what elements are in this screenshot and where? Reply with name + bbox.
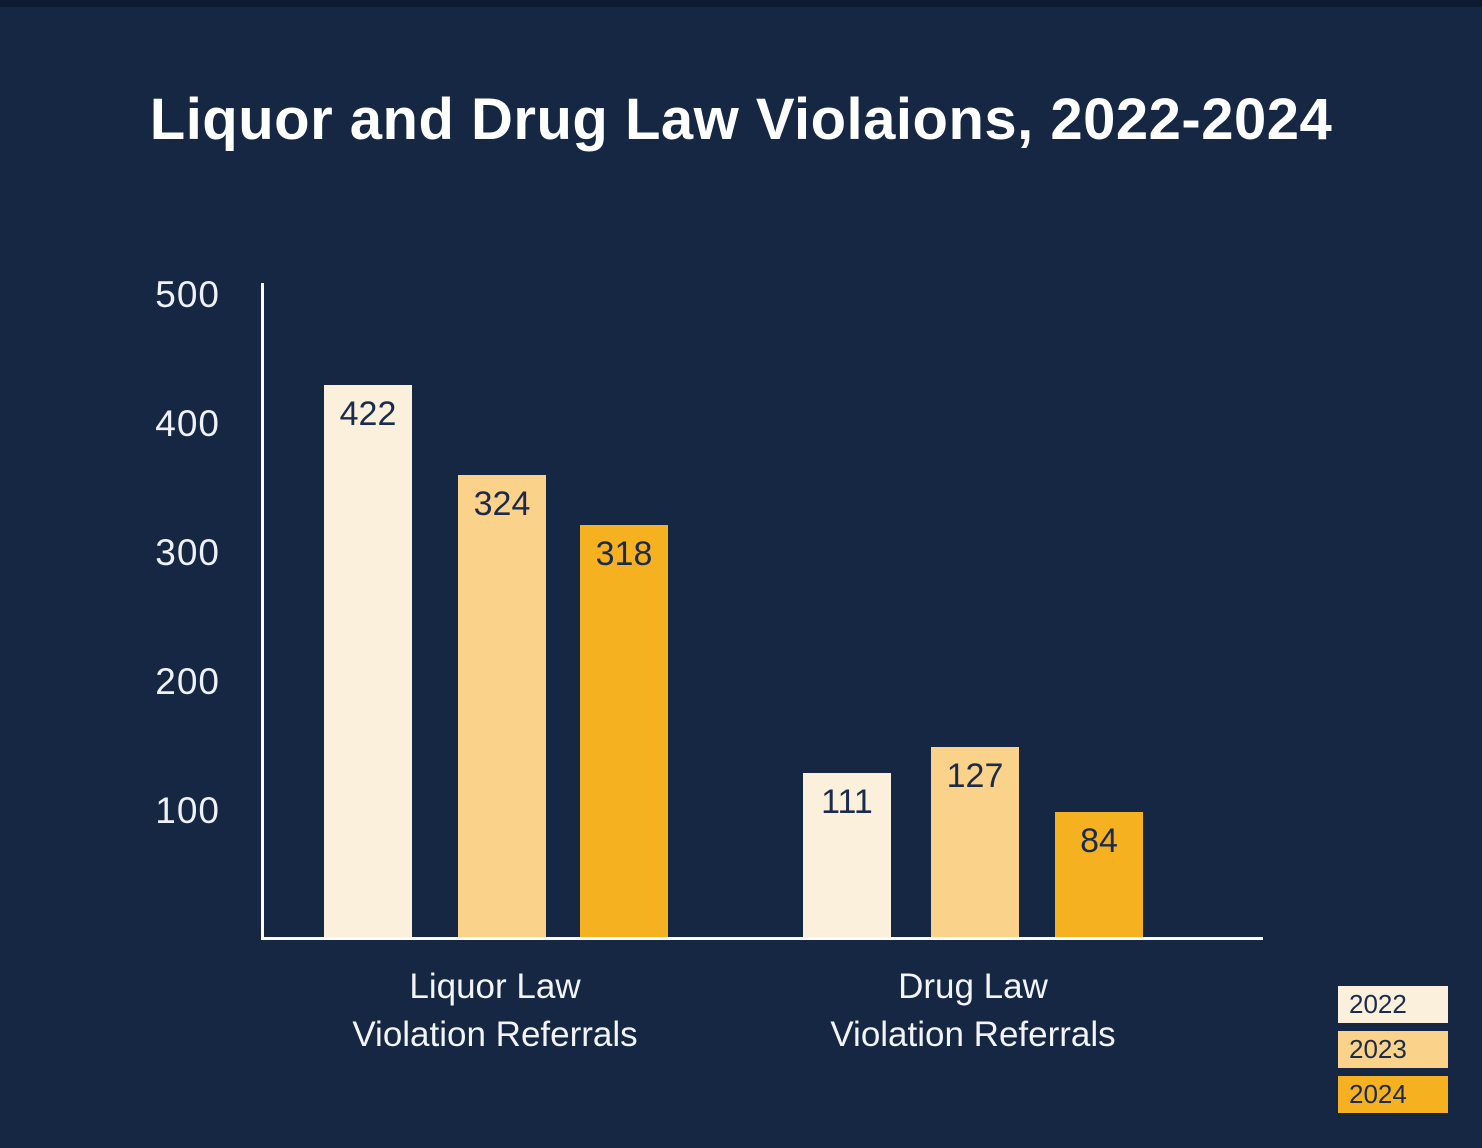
plot-area: 422 111 324 127 318 84 — [261, 283, 1263, 940]
bar-2024-group2: 84 — [1055, 812, 1143, 937]
legend-item-2024: 2024 — [1338, 1076, 1448, 1113]
x-category-label-1: Liquor Law Violation Referrals — [352, 963, 637, 1059]
bar-value-label: 127 — [946, 757, 1004, 795]
legend-item-2023: 2023 — [1338, 1031, 1448, 1068]
bar-2022-group1: 422 — [324, 385, 412, 937]
y-tick-label-500: 500 — [155, 274, 220, 315]
bar-value-label: 422 — [339, 395, 397, 433]
x-category-label-line: Drug Law — [898, 967, 1048, 1006]
x-category-label-2: Drug Law Violation Referrals — [830, 963, 1115, 1059]
bar-2023-group2: 127 — [931, 747, 1019, 937]
bar-2022-group2: 111 — [803, 773, 891, 937]
x-category-label-line: Liquor Law — [409, 967, 581, 1006]
x-category-label-line: Violation Referrals — [830, 1015, 1116, 1054]
y-tick-label-100: 100 — [155, 790, 220, 831]
bar-value-label: 318 — [595, 535, 653, 573]
bar-2024-group1: 318 — [580, 525, 668, 937]
bar-2023-group1: 324 — [458, 475, 546, 937]
bar-value-label: 111 — [821, 783, 873, 821]
legend-item-2022: 2022 — [1338, 986, 1448, 1023]
x-category-label-line: Violation Referrals — [352, 1015, 638, 1054]
y-tick-label-200: 200 — [155, 661, 220, 702]
y-tick-label-300: 300 — [155, 532, 220, 573]
bar-value-label: 324 — [473, 485, 531, 523]
chart-title: Liquor and Drug Law Violaions, 2022-2024 — [149, 87, 1333, 152]
top-border-strip — [0, 0, 1482, 7]
y-tick-label-400: 400 — [155, 403, 220, 444]
legend: 2022 2023 2024 — [1338, 986, 1448, 1121]
bar-value-label: 84 — [1080, 822, 1118, 860]
